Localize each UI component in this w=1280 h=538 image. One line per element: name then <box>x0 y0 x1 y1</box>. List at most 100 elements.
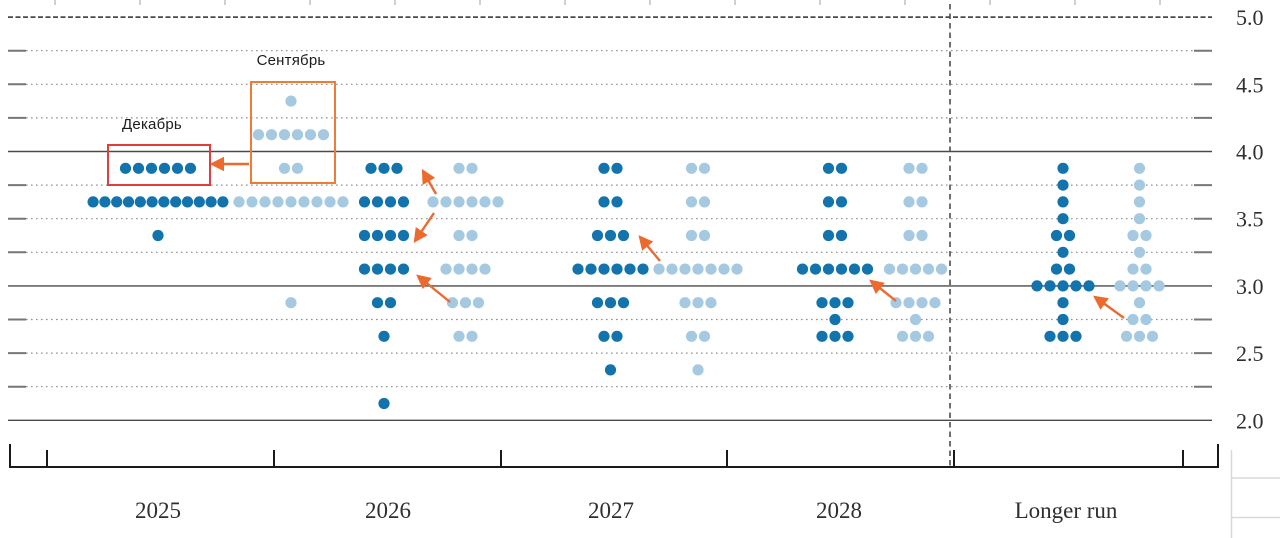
december-dot <box>591 297 604 309</box>
september-dot <box>479 263 491 275</box>
december-dot <box>1057 179 1069 191</box>
september-dot <box>916 196 928 208</box>
december-dot <box>835 196 848 208</box>
december-dot <box>378 330 390 342</box>
september-dot <box>1133 162 1146 174</box>
september-dot <box>479 196 491 208</box>
september-dot <box>916 297 928 309</box>
december-dot <box>822 229 835 242</box>
december-dot <box>184 162 197 174</box>
december-dot <box>796 263 809 275</box>
september-dot <box>896 330 909 342</box>
september-dot <box>1140 263 1152 275</box>
september-dot <box>453 330 465 342</box>
september-dot <box>466 229 478 242</box>
december-dot <box>611 162 623 174</box>
september-dot <box>692 364 704 376</box>
september-dot <box>285 95 297 107</box>
september-dot <box>1153 280 1165 292</box>
december-dot <box>158 196 170 208</box>
september-dot <box>459 297 472 309</box>
x-axis <box>9 444 1219 468</box>
december-dot <box>1050 229 1063 242</box>
december-dot <box>617 229 630 242</box>
september-dot <box>1140 280 1152 292</box>
september-dot <box>922 330 935 342</box>
september-dot <box>896 263 909 275</box>
september-dot <box>453 229 465 242</box>
y-axis-label: 4.5 <box>1236 72 1264 97</box>
september-dot <box>291 162 304 174</box>
september-dot <box>679 263 691 275</box>
december-dot <box>835 229 848 242</box>
december-dot <box>598 196 610 208</box>
december-dot <box>604 364 617 376</box>
december-dot <box>397 263 410 275</box>
revision-arrow <box>421 168 438 195</box>
december-dot <box>598 162 610 174</box>
december-dot <box>1057 196 1069 208</box>
december-dot <box>1057 330 1069 342</box>
december-dot <box>816 330 828 342</box>
x-axis-label: Longer run <box>1015 498 1118 523</box>
september-dot <box>1127 280 1139 292</box>
september-dot <box>1133 179 1146 191</box>
september-dot <box>446 297 459 309</box>
september-dot <box>916 229 928 242</box>
december-dot <box>829 330 841 342</box>
september-dot <box>903 162 915 174</box>
december-dot <box>822 196 835 208</box>
december-dot <box>217 196 229 208</box>
september-dot <box>298 196 310 208</box>
december-dot <box>365 162 377 174</box>
september-dot <box>453 196 465 208</box>
december-dot <box>598 330 610 342</box>
december-dot <box>378 397 390 410</box>
september-dot <box>698 229 711 242</box>
december-dot <box>842 297 854 309</box>
september-dot <box>304 129 317 141</box>
september-dot <box>909 263 922 275</box>
december-dot <box>87 196 99 208</box>
september-dot <box>317 129 330 141</box>
september-dot <box>1133 297 1146 309</box>
december-dot <box>134 196 146 208</box>
september-label: Сентябрь <box>256 52 326 69</box>
december-dot <box>822 263 835 275</box>
y-axis-label: 2.5 <box>1236 341 1264 366</box>
december-dot <box>371 196 384 208</box>
december-dot <box>611 330 623 342</box>
september-dot <box>903 297 915 309</box>
revision-arrow <box>638 235 661 262</box>
december-dot <box>585 263 597 275</box>
december-dot <box>371 263 384 275</box>
september-dot <box>492 196 504 208</box>
december-dot <box>397 196 410 208</box>
september-dot <box>440 263 452 275</box>
revision-arrow <box>416 274 451 303</box>
september-dot <box>922 263 935 275</box>
september-dot <box>1146 330 1159 342</box>
december-dot <box>397 229 410 242</box>
december-highlight-box <box>107 144 211 186</box>
y-axis-label: 5.0 <box>1236 5 1264 30</box>
september-dot <box>246 196 258 208</box>
december-dot <box>378 162 390 174</box>
december-dot <box>1083 280 1095 292</box>
december-dot <box>1063 229 1076 242</box>
december-dot <box>611 196 623 208</box>
december-dot <box>1057 297 1069 309</box>
december-dot <box>384 229 397 242</box>
september-dot <box>285 297 297 309</box>
september-dot <box>272 196 284 208</box>
december-dot <box>358 196 371 208</box>
september-dot <box>1120 330 1133 342</box>
september-dot <box>265 129 278 141</box>
december-dot <box>1063 263 1076 275</box>
september-dot <box>285 196 297 208</box>
december-dot <box>384 263 397 275</box>
september-dot <box>698 196 711 208</box>
y-axis-label: 3.5 <box>1236 207 1264 232</box>
september-dot <box>698 330 711 342</box>
